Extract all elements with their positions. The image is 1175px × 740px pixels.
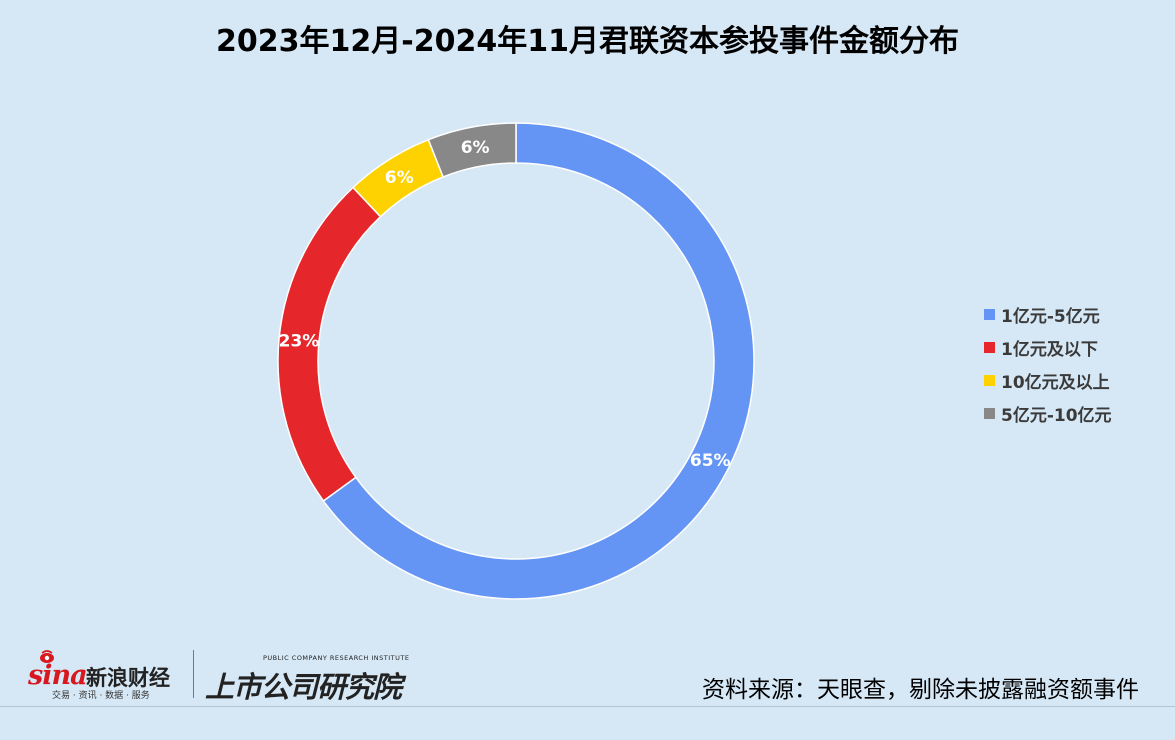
legend-swatch-2	[984, 375, 995, 386]
chart-legend: 1亿元-5亿元 1亿元及以下 10亿元及以上 5亿元-10亿元	[984, 298, 1112, 430]
slice-data-label-2: 6%	[385, 168, 414, 188]
legend-item-1: 1亿元及以下	[984, 331, 1112, 364]
legend-label-2: 10亿元及以上	[1001, 373, 1110, 393]
sina-brand-name: 新浪财经	[86, 666, 170, 690]
sina-wordmark: sina	[28, 660, 88, 691]
legend-item-2: 10亿元及以上	[984, 364, 1112, 397]
slice-data-label-0: 65%	[690, 451, 731, 471]
legend-item-3: 5亿元-10亿元	[984, 397, 1112, 430]
institute-chinese-name: 上市公司研究院	[205, 670, 402, 704]
legend-swatch-3	[984, 408, 995, 419]
logo-divider	[193, 650, 194, 698]
slice-data-label-1: 23%	[279, 331, 320, 351]
legend-label-1: 1亿元及以下	[1001, 340, 1098, 360]
slice-data-label-3: 6%	[461, 138, 490, 158]
chart-title: 2023年12月-2024年11月君联资本参投事件金额分布	[216, 24, 959, 59]
institute-english-name: PUBLIC COMPANY RESEARCH INSTITUTE	[263, 654, 410, 662]
data-source-note: 资料来源：天眼查，剔除未披露融资额事件	[702, 677, 1139, 703]
legend-label-0: 1亿元-5亿元	[1001, 307, 1100, 327]
sina-finance-logo: sina 新浪财经 交易 · 资讯 · 数据 · 服务	[28, 650, 188, 701]
donut-slice-0	[322, 122, 755, 600]
sina-eye-icon	[40, 650, 54, 663]
footer-divider	[0, 706, 1175, 707]
legend-item-0: 1亿元-5亿元	[984, 298, 1112, 331]
sina-tagline: 交易 · 资讯 · 数据 · 服务	[52, 691, 150, 701]
legend-label-3: 5亿元-10亿元	[1001, 406, 1112, 426]
legend-swatch-1	[984, 342, 995, 353]
legend-swatch-0	[984, 309, 995, 320]
donut-slice-3	[427, 122, 517, 178]
institute-logo: PUBLIC COMPANY RESEARCH INSTITUTE 上市公司研究…	[205, 650, 435, 704]
